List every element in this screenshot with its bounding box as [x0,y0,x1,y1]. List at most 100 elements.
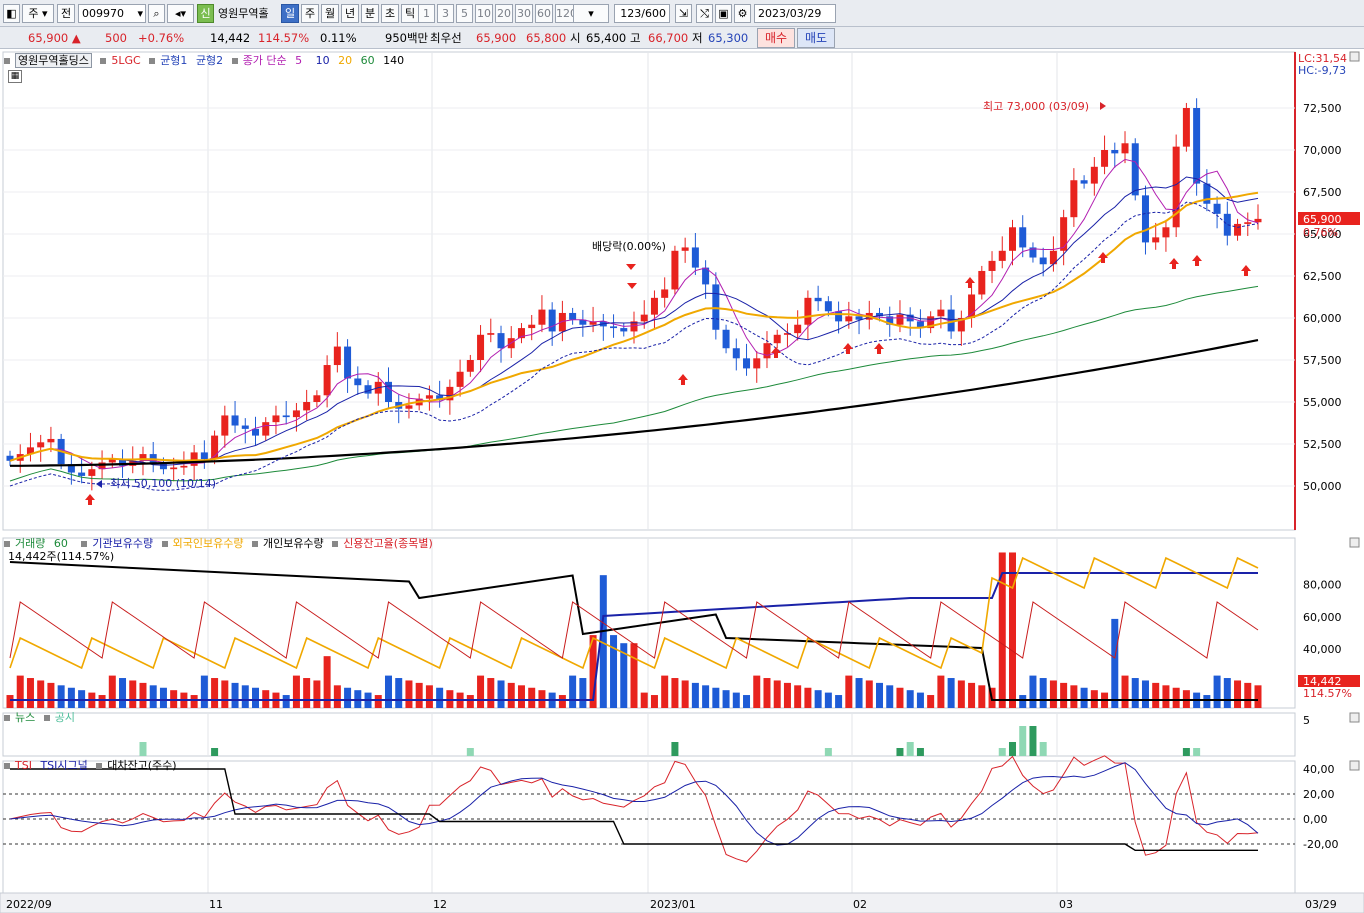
last-price-label: 65,900 [1303,213,1342,226]
volume-bar [692,683,699,708]
market-type-select[interactable]: 주 ▾ [22,4,54,23]
candle-body [723,330,730,348]
volume-bar [763,678,770,708]
volume-bar [733,693,740,708]
x-tick: 02 [853,898,867,911]
speaker-icon[interactable]: ◂▾ [167,4,194,23]
news-marker [907,742,914,756]
chart-menu-icon[interactable]: ◧ [3,4,20,23]
tsi-tick: 0,00 [1303,813,1328,826]
candle-body [610,326,617,328]
news-marker [671,742,678,756]
volume-bar [1009,552,1016,708]
price-tick: 55,000 [1303,396,1342,409]
volume-bar [1152,683,1159,708]
price-change: 500 [105,30,127,46]
settings-icon[interactable]: ⚙ [734,4,751,23]
tsi-tick: 40,00 [1303,763,1335,776]
volume-bar [671,678,678,708]
last-change-label: 0.76% [1303,226,1338,239]
volume-bar [917,693,924,708]
candle-body [999,251,1006,261]
period-tab-4[interactable]: 분 [361,4,379,23]
volume-bar [528,688,535,708]
volume-bar [753,676,760,708]
volume-bar [232,683,239,708]
period-tab-1[interactable]: 주 [301,4,319,23]
grid-toggle-icon[interactable]: ▦ [8,70,22,83]
save-icon[interactable]: ▣ [715,4,732,23]
volume-bar [1173,688,1180,708]
volume-bar [794,685,801,708]
period-tab-2[interactable]: 월 [321,4,339,23]
candle-body [334,347,341,365]
interval-button-3[interactable]: 3 [437,4,454,23]
volume-bar [825,693,832,708]
candle-body [989,261,996,271]
candle-body [293,410,300,417]
interval-custom-select[interactable]: ▾ [573,4,609,23]
volume-bar [1255,685,1262,708]
candle-body [201,452,208,459]
volume-bar [968,683,975,708]
candle-body [1162,227,1169,237]
credit-badge: 신 [197,4,214,23]
volume-bar [1060,683,1067,708]
chart-toolbar: ◧ 주 ▾ 전 009970 ▾ ⌕ ◂▾ 신 영원무역홀 일주월년분초틱 135… [0,0,1364,27]
period-tab-6[interactable]: 틱 [401,4,419,23]
candle-body [794,325,801,333]
volume-bar [7,695,14,708]
search-icon[interactable]: ⌕ [148,4,165,23]
interval-button-30[interactable]: 30 [515,4,533,23]
low-price: 65,300 [708,30,748,46]
buy-button[interactable]: 매수 [757,28,795,48]
candle-body [896,315,903,325]
fit-icon[interactable]: ⇲ [675,4,692,23]
x-tick: 2023/01 [650,898,696,911]
low-annotation: 최저 50,100 (10/14) [110,477,216,490]
volume-bar [1132,678,1139,708]
candle-body [1081,180,1088,183]
x-tick: 03 [1059,898,1073,911]
candle-body [671,251,678,290]
period-tab-0[interactable]: 일 [281,4,299,23]
interval-button-1[interactable]: 1 [418,4,435,23]
volume-bar [58,685,65,708]
volume-legend: 거래량 60 기관보유수량 외국인보유수량 개인보유수량 신용잔고율(종목별) [4,537,438,550]
candle-body [763,343,770,358]
volume-bar [211,678,218,708]
volume-bar [631,643,638,708]
interval-button-5[interactable]: 5 [456,4,473,23]
candle-body [538,310,545,325]
candle-body [1132,143,1139,195]
count-input[interactable]: 123/600 [614,4,670,23]
candle-body [405,405,412,408]
candle-body [1152,237,1159,242]
period-tab-5[interactable]: 초 [381,4,399,23]
prev-button[interactable]: 전 [57,4,75,23]
crosshair-icon[interactable]: ⤭ [696,4,713,23]
volume-bar [47,683,54,708]
symbol-code-input[interactable]: 009970 ▾ [78,4,146,23]
interval-button-20[interactable]: 20 [495,4,513,23]
dividend-annotation: 배당락(0.00%) [592,240,666,253]
volume-bar [579,678,586,708]
candle-body [303,402,310,410]
candle-body [692,247,699,267]
volume-bar [498,680,505,708]
volume-bar [385,676,392,708]
volume-bar [1070,685,1077,708]
low-label: 저 [692,30,703,46]
x-tick: 2022/09 [6,898,52,911]
interval-button-10[interactable]: 10 [475,4,493,23]
period-tab-3[interactable]: 년 [341,4,359,23]
volume-bar [784,683,791,708]
volume-bar [416,683,423,708]
price-tick: 62,500 [1303,270,1342,283]
candle-body [1060,217,1067,251]
sell-button[interactable]: 매도 [797,28,835,48]
candle-body [1070,180,1077,217]
interval-button-60[interactable]: 60 [535,4,553,23]
chart-area[interactable]: 72,500 70,000 67,500 65,000 62,500 60,000 57,5… [0,50,1364,913]
date-input[interactable]: 2023/03/29 [754,4,836,23]
